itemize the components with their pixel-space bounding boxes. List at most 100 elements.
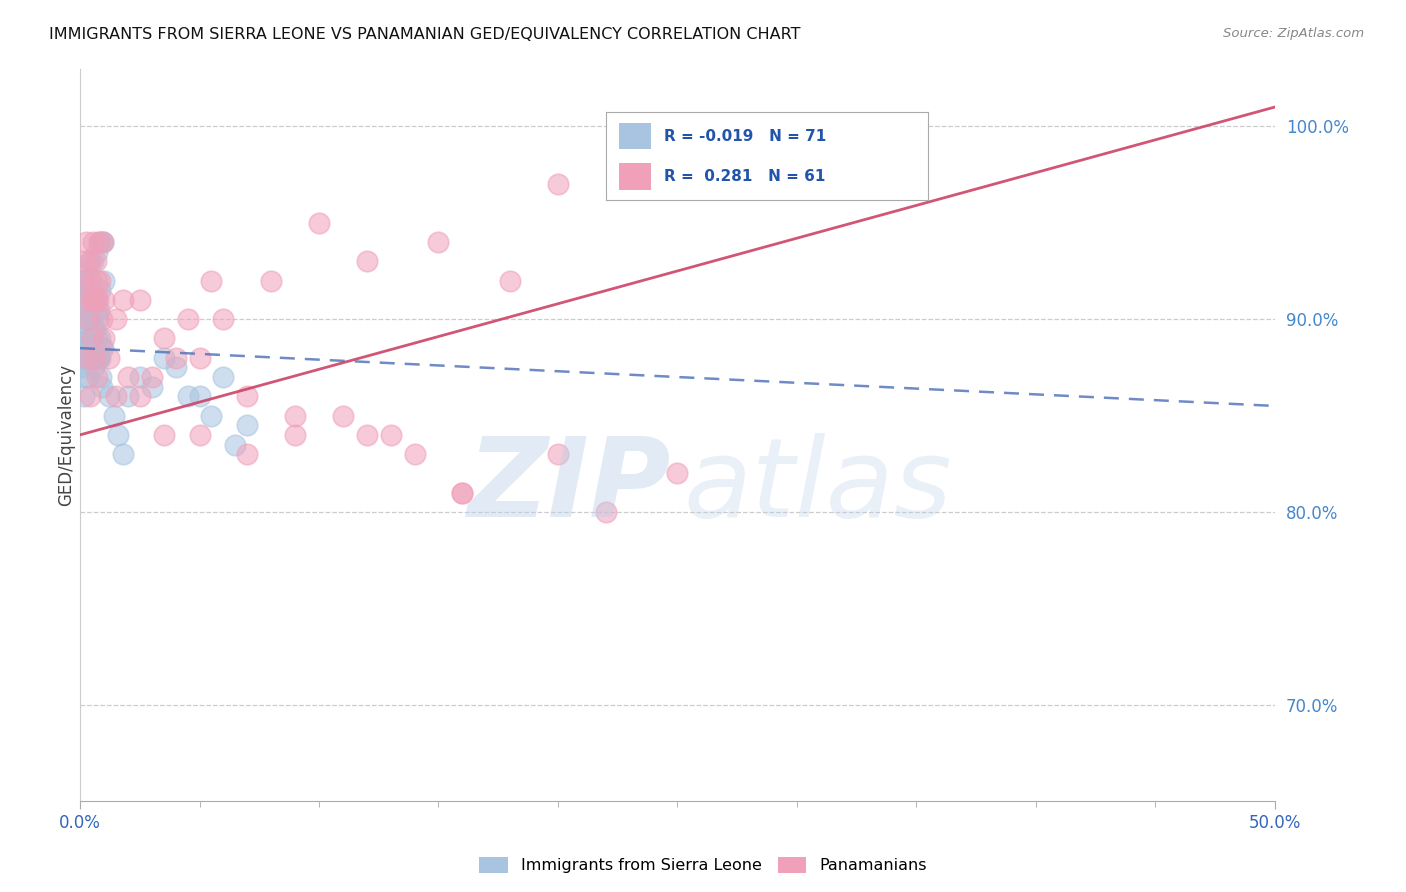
Point bbox=[89, 283, 111, 297]
Point bbox=[86, 293, 108, 307]
Point bbox=[93, 274, 115, 288]
Point bbox=[79, 341, 101, 355]
Point bbox=[427, 235, 450, 249]
Point bbox=[87, 351, 110, 365]
Point bbox=[80, 351, 103, 365]
Point bbox=[83, 293, 105, 307]
Point bbox=[84, 254, 107, 268]
Point bbox=[83, 351, 105, 365]
Point bbox=[77, 331, 100, 345]
Point bbox=[104, 312, 127, 326]
Point bbox=[112, 447, 135, 461]
Point bbox=[76, 312, 98, 326]
Point bbox=[82, 254, 104, 268]
Point bbox=[260, 274, 283, 288]
Point bbox=[188, 428, 211, 442]
Point bbox=[547, 447, 569, 461]
Point bbox=[83, 360, 105, 375]
Point bbox=[176, 389, 198, 403]
Point bbox=[83, 322, 105, 336]
Point bbox=[451, 485, 474, 500]
Point bbox=[79, 389, 101, 403]
Point bbox=[86, 331, 108, 345]
Point bbox=[141, 370, 163, 384]
Point bbox=[90, 370, 112, 384]
Point bbox=[595, 505, 617, 519]
Point bbox=[786, 178, 808, 192]
Point bbox=[87, 312, 110, 326]
Point bbox=[76, 293, 98, 307]
Text: IMMIGRANTS FROM SIERRA LEONE VS PANAMANIAN GED/EQUIVALENCY CORRELATION CHART: IMMIGRANTS FROM SIERRA LEONE VS PANAMANI… bbox=[49, 27, 800, 42]
Point bbox=[84, 293, 107, 307]
Point bbox=[83, 322, 105, 336]
Point bbox=[86, 244, 108, 259]
Point bbox=[89, 235, 111, 249]
Point bbox=[356, 428, 378, 442]
Point bbox=[80, 312, 103, 326]
Point bbox=[188, 389, 211, 403]
Point bbox=[75, 341, 97, 355]
Point bbox=[73, 283, 96, 297]
Point bbox=[72, 351, 94, 365]
Point bbox=[224, 437, 246, 451]
Point bbox=[80, 312, 103, 326]
Point bbox=[152, 351, 174, 365]
Point bbox=[112, 293, 135, 307]
Point bbox=[212, 312, 235, 326]
Point bbox=[73, 254, 96, 268]
Point bbox=[87, 302, 110, 317]
Point bbox=[188, 351, 211, 365]
Text: ZIP: ZIP bbox=[468, 433, 672, 540]
Point bbox=[86, 302, 108, 317]
Point bbox=[117, 389, 139, 403]
Point bbox=[89, 351, 111, 365]
Point bbox=[89, 331, 111, 345]
Point bbox=[70, 331, 93, 345]
Point bbox=[82, 322, 104, 336]
Point bbox=[128, 389, 150, 403]
Point bbox=[128, 293, 150, 307]
Text: atlas: atlas bbox=[683, 433, 952, 540]
Point bbox=[165, 360, 187, 375]
Point bbox=[80, 274, 103, 288]
Point bbox=[499, 274, 522, 288]
Point bbox=[165, 351, 187, 365]
Point bbox=[128, 370, 150, 384]
Point bbox=[83, 293, 105, 307]
Point bbox=[80, 293, 103, 307]
Point bbox=[76, 351, 98, 365]
Point bbox=[93, 341, 115, 355]
Point bbox=[236, 418, 259, 433]
Point bbox=[73, 302, 96, 317]
Point bbox=[80, 331, 103, 345]
Point bbox=[75, 274, 97, 288]
Point bbox=[308, 216, 330, 230]
Point bbox=[72, 293, 94, 307]
Point bbox=[87, 293, 110, 307]
Point bbox=[79, 254, 101, 268]
Text: Source: ZipAtlas.com: Source: ZipAtlas.com bbox=[1223, 27, 1364, 40]
Point bbox=[91, 235, 114, 249]
Point bbox=[97, 389, 120, 403]
Point bbox=[77, 312, 100, 326]
Legend: Immigrants from Sierra Leone, Panamanians: Immigrants from Sierra Leone, Panamanian… bbox=[472, 850, 934, 880]
Point bbox=[236, 389, 259, 403]
Point bbox=[89, 235, 111, 249]
Point bbox=[547, 178, 569, 192]
Point bbox=[72, 274, 94, 288]
Point bbox=[332, 409, 354, 423]
Point bbox=[93, 331, 115, 345]
Point bbox=[666, 467, 689, 481]
Point bbox=[77, 293, 100, 307]
Point bbox=[77, 331, 100, 345]
Point bbox=[76, 370, 98, 384]
Point bbox=[86, 274, 108, 288]
Point bbox=[104, 389, 127, 403]
Point bbox=[89, 351, 111, 365]
Point bbox=[107, 428, 129, 442]
Point bbox=[103, 409, 125, 423]
Point bbox=[236, 447, 259, 461]
Point bbox=[90, 235, 112, 249]
Point bbox=[90, 341, 112, 355]
Point bbox=[152, 331, 174, 345]
